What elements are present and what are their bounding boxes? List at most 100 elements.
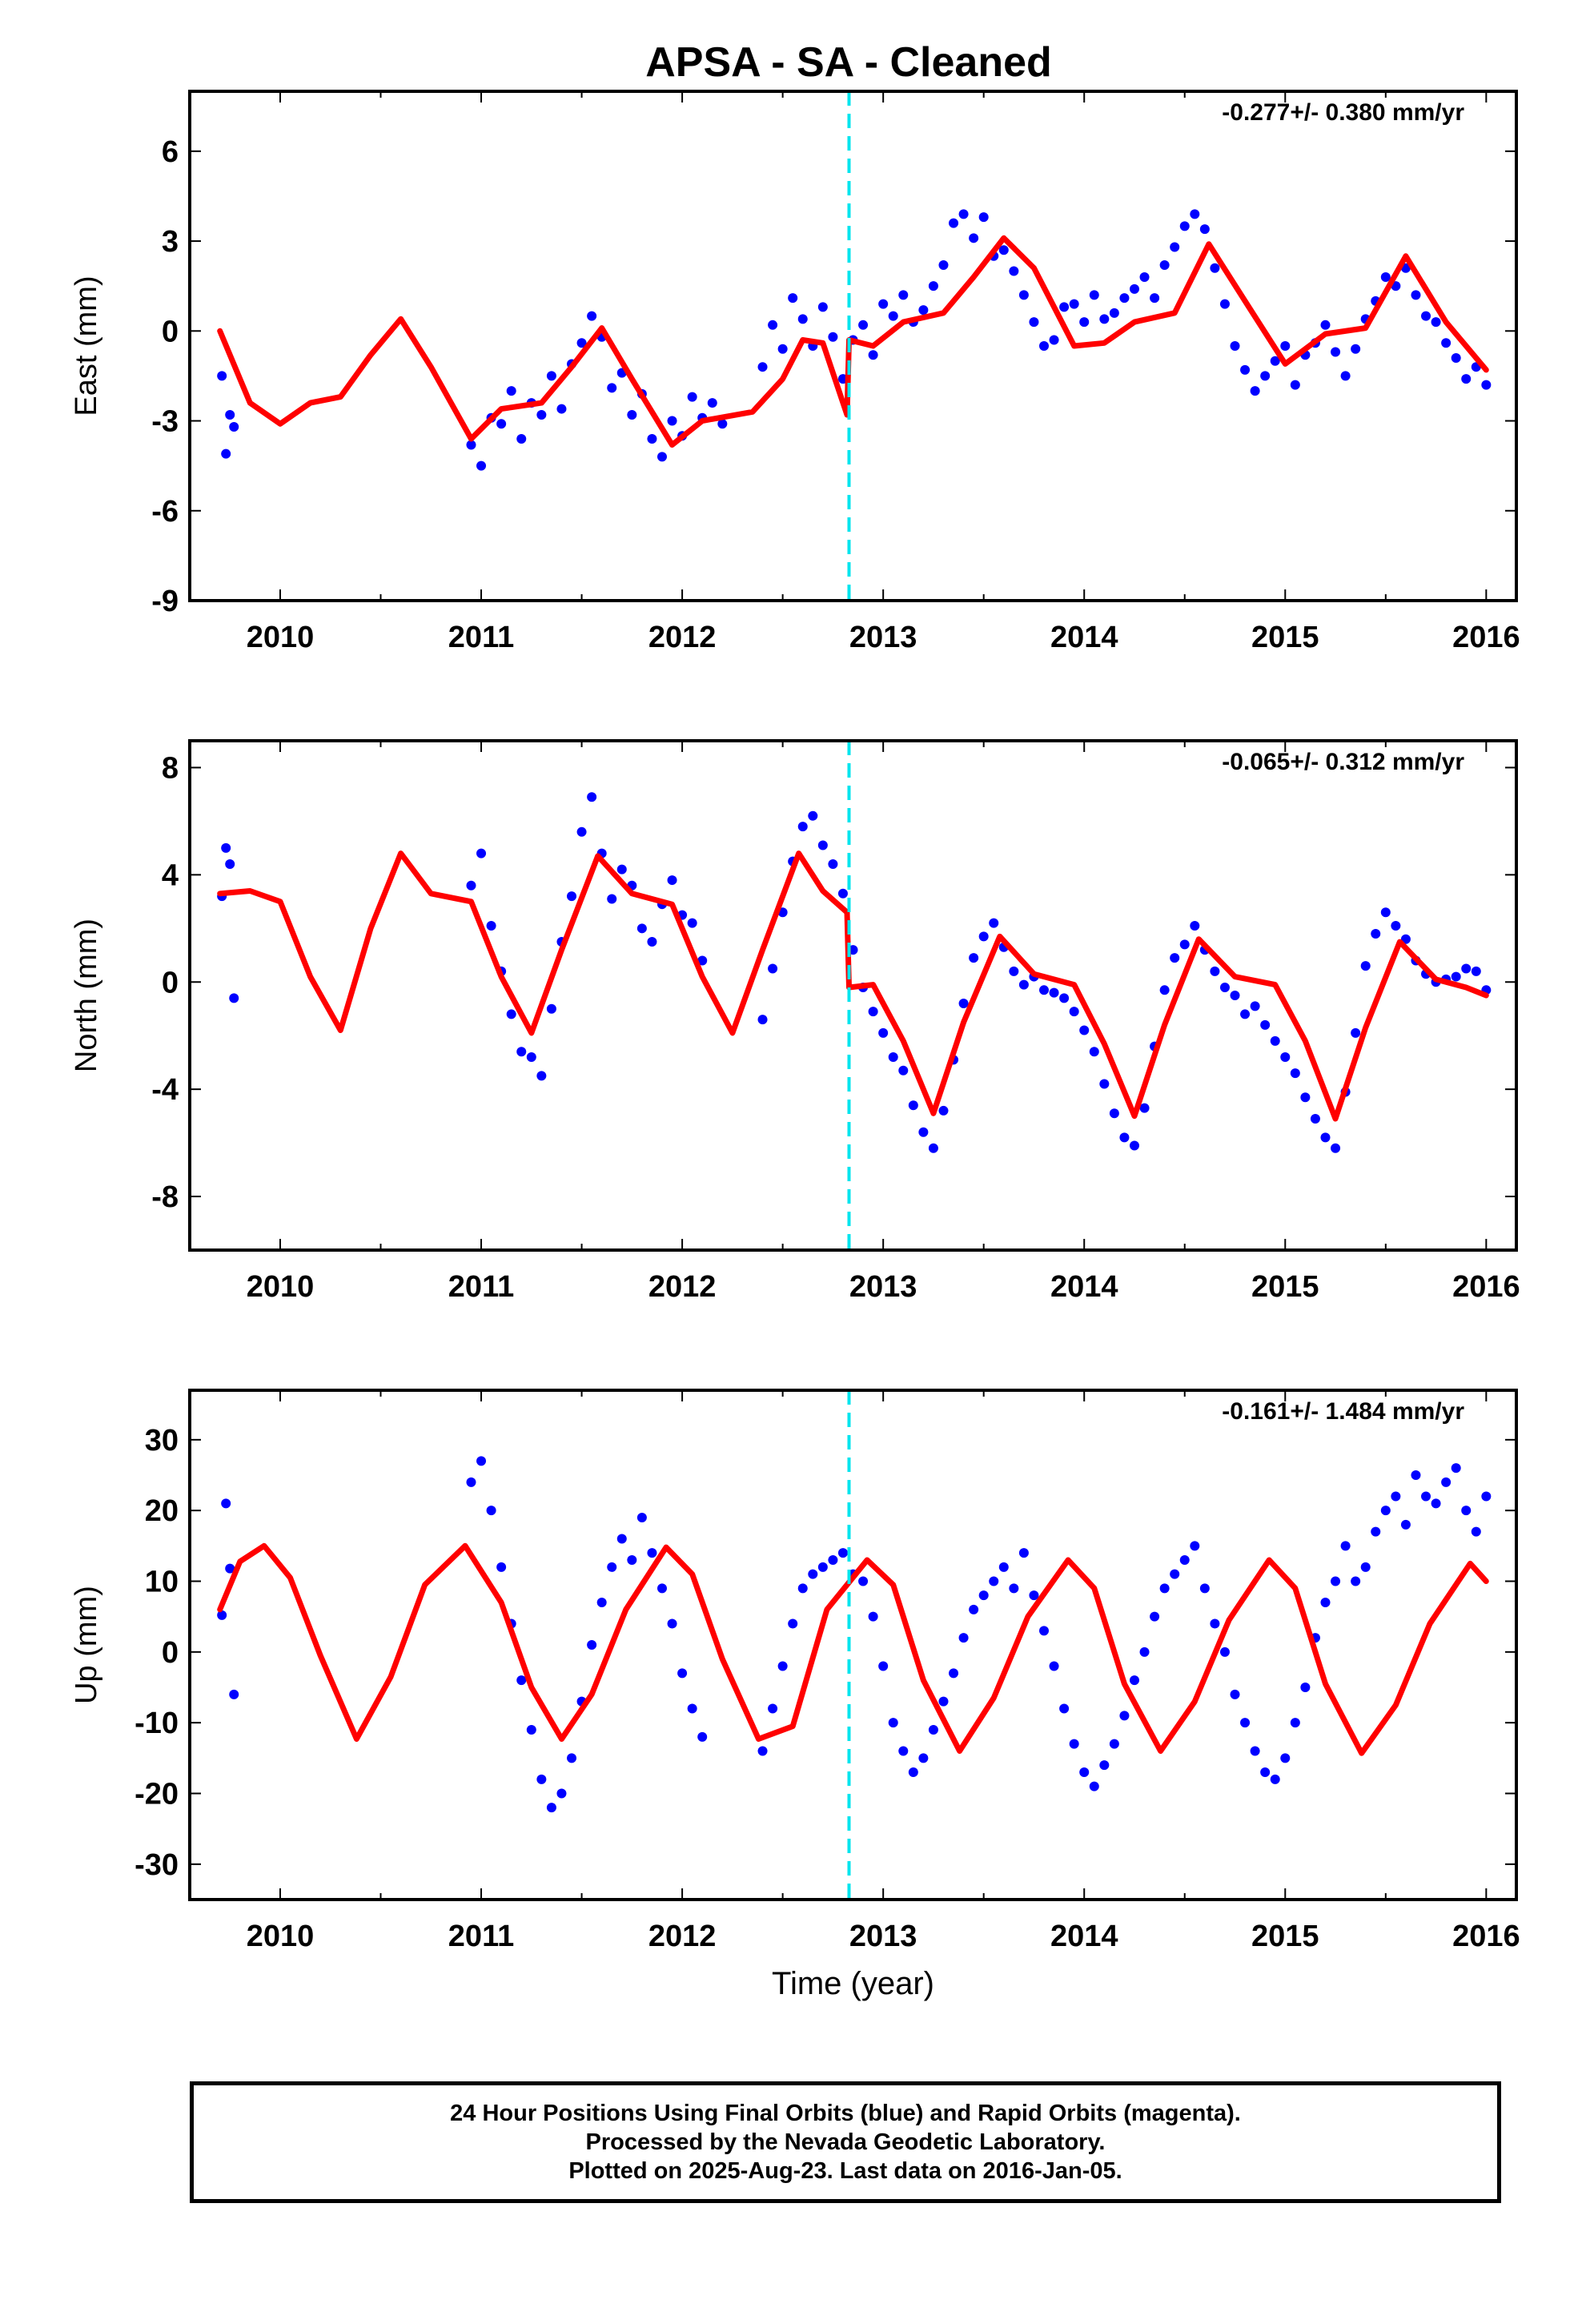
data-point bbox=[969, 953, 979, 963]
data-point bbox=[1139, 1647, 1150, 1657]
plot-area bbox=[217, 91, 1492, 601]
x-tick-label: 2011 bbox=[448, 621, 514, 654]
data-point bbox=[1190, 1541, 1200, 1551]
data-point bbox=[898, 290, 909, 300]
data-point bbox=[777, 1661, 788, 1671]
data-point bbox=[587, 792, 597, 802]
x-tick-label: 2012 bbox=[648, 621, 717, 654]
data-point bbox=[1079, 317, 1090, 328]
plot-frame bbox=[188, 90, 1518, 602]
data-point bbox=[636, 923, 647, 934]
data-point bbox=[1219, 1647, 1230, 1657]
data-point bbox=[647, 1548, 657, 1558]
data-point bbox=[1240, 1718, 1251, 1728]
data-point bbox=[1039, 341, 1050, 351]
y-tick-label: 30 bbox=[145, 1424, 179, 1458]
x-tick-label: 2012 bbox=[648, 1270, 717, 1304]
data-point bbox=[1471, 966, 1481, 976]
data-point bbox=[949, 1668, 959, 1679]
data-point bbox=[878, 299, 889, 309]
data-point bbox=[576, 826, 587, 837]
data-point bbox=[1441, 1477, 1452, 1487]
data-point bbox=[1371, 1526, 1381, 1537]
data-point bbox=[1451, 1463, 1461, 1474]
data-point bbox=[677, 1668, 688, 1679]
data-point bbox=[1441, 338, 1452, 348]
rate-annotation: -0.161+/- 1.484 mm/yr bbox=[1222, 1398, 1464, 1425]
data-point bbox=[998, 1562, 1009, 1572]
data-point bbox=[918, 1753, 929, 1763]
data-point bbox=[1310, 1113, 1320, 1124]
data-point bbox=[1190, 209, 1200, 219]
data-point bbox=[1099, 314, 1110, 324]
data-point bbox=[878, 1027, 889, 1038]
y-tick-label: -30 bbox=[135, 1848, 179, 1882]
data-point bbox=[506, 1009, 516, 1019]
data-point bbox=[1320, 320, 1331, 330]
data-point bbox=[1360, 961, 1371, 971]
data-point bbox=[1009, 1583, 1019, 1594]
data-point bbox=[797, 314, 808, 324]
x-tick-label: 2015 bbox=[1251, 1920, 1319, 1953]
data-point bbox=[536, 410, 547, 420]
data-point bbox=[797, 822, 808, 832]
data-point bbox=[1170, 1569, 1180, 1579]
data-point bbox=[1079, 1025, 1090, 1035]
data-point bbox=[1331, 1143, 1341, 1153]
x-tick-label: 2015 bbox=[1251, 621, 1319, 654]
data-point bbox=[1400, 934, 1411, 944]
data-point bbox=[828, 332, 838, 342]
data-point bbox=[1109, 308, 1119, 318]
x-tick-label: 2013 bbox=[849, 621, 917, 654]
data-point bbox=[1380, 271, 1391, 282]
x-tick-label: 2010 bbox=[247, 1270, 315, 1304]
rate-annotation: -0.065+/- 0.312 mm/yr bbox=[1222, 749, 1464, 775]
data-point bbox=[1280, 1753, 1291, 1763]
data-point bbox=[1089, 1047, 1099, 1057]
data-point bbox=[1018, 290, 1029, 300]
data-point bbox=[1230, 991, 1240, 1000]
data-point bbox=[1018, 1548, 1029, 1558]
data-point bbox=[1371, 929, 1381, 939]
data-point bbox=[868, 350, 878, 360]
data-point bbox=[667, 1618, 677, 1629]
data-point bbox=[828, 858, 838, 869]
y-axis-label: East (mm) bbox=[70, 275, 103, 416]
data-point bbox=[1039, 985, 1050, 995]
data-point bbox=[1270, 356, 1280, 366]
x-tick-label: 2013 bbox=[849, 1920, 917, 1953]
y-tick-label: 0 bbox=[162, 315, 179, 348]
data-point bbox=[476, 848, 487, 858]
data-point bbox=[576, 338, 587, 348]
figure-title: APSA - SA - Cleaned bbox=[645, 39, 1052, 86]
x-axis-label: Time (year) bbox=[772, 1966, 934, 2001]
data-point bbox=[1471, 1526, 1481, 1537]
data-point bbox=[697, 1731, 708, 1742]
data-point bbox=[1290, 380, 1300, 390]
data-point bbox=[888, 311, 898, 321]
data-point bbox=[1270, 1774, 1280, 1784]
data-point bbox=[777, 344, 788, 354]
data-point bbox=[1170, 242, 1180, 252]
data-point bbox=[466, 880, 476, 891]
data-point bbox=[768, 963, 778, 974]
data-point bbox=[1461, 374, 1472, 384]
data-point bbox=[1119, 293, 1130, 304]
data-point bbox=[587, 1640, 597, 1650]
data-point bbox=[486, 1506, 496, 1516]
data-point bbox=[898, 1746, 909, 1756]
data-point bbox=[1351, 344, 1361, 354]
data-point bbox=[1139, 271, 1150, 282]
data-point bbox=[1179, 939, 1190, 950]
rate-annotation: -0.277+/- 0.380 mm/yr bbox=[1222, 99, 1464, 126]
data-point bbox=[607, 1562, 617, 1572]
y-tick-label: -6 bbox=[151, 495, 179, 529]
y-axis-label: Up (mm) bbox=[70, 1586, 103, 1704]
data-point bbox=[221, 842, 231, 853]
data-point bbox=[1331, 347, 1341, 357]
footer-line-plotted: Plotted on 2025-Aug-23. Last data on 201… bbox=[568, 2158, 1122, 2184]
data-point bbox=[1210, 1618, 1220, 1629]
data-point bbox=[1049, 987, 1059, 998]
data-point bbox=[978, 1590, 989, 1601]
data-point bbox=[898, 1065, 909, 1076]
